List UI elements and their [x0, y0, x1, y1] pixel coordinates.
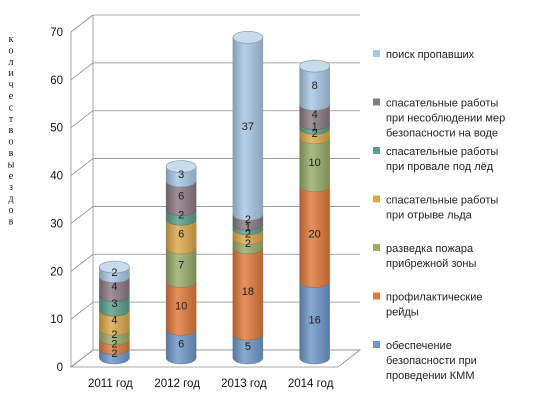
data-label: 20	[309, 229, 321, 241]
y-axis-label-char: в	[9, 148, 14, 159]
bar-top-cap	[99, 260, 130, 274]
y-axis-label-char: з	[9, 182, 13, 193]
data-label: 10	[309, 157, 321, 169]
y-axis-label-char: д	[8, 194, 13, 205]
legend-label: профилактические	[386, 292, 482, 304]
y-axis-label-char: о	[9, 205, 14, 216]
x-category-label: 2013 год	[221, 378, 267, 390]
legend-label: поиск пропавших	[386, 49, 475, 61]
gridline-side	[70, 62, 94, 81]
data-label: 2	[245, 238, 251, 250]
y-tick-label: 50	[50, 123, 63, 135]
legend-label: безопасности на воде	[386, 128, 498, 140]
legend-swatch	[373, 244, 380, 251]
y-axis-label-char: т	[9, 114, 14, 125]
y-axis-label-char: е	[9, 171, 14, 182]
data-label: 2	[245, 229, 251, 241]
data-label: 3	[178, 169, 184, 181]
y-axis-label-char: л	[9, 57, 14, 68]
legend-label: разведка пожара	[386, 243, 474, 255]
gridline-side	[70, 14, 94, 33]
chart-floor	[69, 349, 362, 368]
y-axis-label-char: е	[9, 91, 14, 102]
data-label: 4	[111, 315, 117, 327]
legend-label: при несоблюдении мер	[386, 113, 505, 125]
legend-label: при провале под лёд	[386, 161, 494, 173]
y-axis-label-char: о	[9, 137, 14, 148]
y-axis-label-char: с	[9, 102, 14, 113]
data-label: 3	[111, 298, 117, 310]
legend-label: прибрежной зоны	[386, 258, 476, 270]
data-label: 4	[111, 281, 117, 293]
y-axis-label-char: в	[9, 216, 14, 227]
legend-label: проведении КММ	[386, 370, 474, 382]
data-label: 6	[178, 190, 184, 202]
data-label: 8	[312, 80, 318, 92]
legend-swatch	[373, 292, 380, 300]
data-label: 6	[178, 339, 184, 351]
data-label: 2	[178, 209, 184, 221]
bar-top-cap	[165, 160, 197, 173]
y-axis-label-char: о	[9, 45, 14, 56]
bar-stack	[165, 160, 197, 365]
data-label: 4	[312, 109, 318, 121]
data-label: 37	[242, 121, 254, 133]
legend-label: при отрыве льда	[386, 210, 473, 222]
legend-swatch	[373, 147, 380, 154]
gridline-side	[70, 110, 94, 129]
data-label: 2	[111, 267, 117, 279]
gridline-side	[70, 253, 94, 272]
data-label: 2	[312, 128, 318, 140]
bar-top-cap	[232, 31, 264, 44]
data-label: 10	[175, 300, 187, 312]
data-label: 18	[242, 286, 254, 298]
bar-stack	[99, 260, 130, 365]
x-category-label: 2011 год	[88, 378, 133, 390]
legend-swatch	[373, 195, 380, 203]
data-label: 2	[111, 329, 117, 341]
data-label: 16	[309, 315, 321, 327]
y-tick-label: 40	[50, 171, 63, 183]
y-tick-label: 60	[50, 75, 63, 87]
legend-label: спасательные работы	[386, 195, 498, 207]
legend-swatch	[373, 98, 380, 106]
legend-label: спасательные работы	[386, 146, 498, 158]
data-label: 2	[111, 348, 117, 360]
data-label: 1	[245, 221, 251, 233]
legend-swatch	[373, 50, 380, 57]
gridline-side	[70, 206, 94, 224]
data-label: 1	[312, 121, 318, 133]
y-tick-label: 20	[50, 266, 63, 278]
y-axis-label-char: к	[9, 34, 14, 45]
y-axis-label-char: в	[9, 125, 14, 136]
legend-label: рейды	[386, 307, 419, 319]
x-category-label: 2012 год	[154, 378, 200, 390]
y-tick-label: 30	[50, 218, 63, 230]
y-axis-label-char: и	[8, 68, 14, 79]
data-label: 6	[178, 229, 184, 241]
legend-swatch	[373, 341, 380, 348]
gridline-side	[70, 301, 94, 320]
data-label: 7	[178, 260, 184, 272]
y-tick-label: 0	[57, 362, 63, 374]
y-tick-label: 70	[50, 27, 63, 39]
y-axis-label-char: ч	[8, 80, 13, 91]
bar-stack	[232, 31, 264, 365]
x-category-label: 2014 год	[288, 378, 334, 390]
data-label: 5	[245, 341, 251, 353]
gridline-side	[70, 158, 94, 176]
bar-stack	[299, 59, 330, 365]
bar-top-cap	[299, 59, 330, 73]
data-label: 2	[245, 214, 251, 226]
y-axis-label-char: ы	[8, 159, 15, 170]
legend-label: безопасности при	[386, 355, 477, 367]
y-tick-label: 10	[50, 314, 63, 326]
data-label: 2	[111, 339, 117, 351]
legend-label: спасательные работы	[386, 98, 498, 110]
legend-label: обеспечение	[386, 340, 452, 352]
